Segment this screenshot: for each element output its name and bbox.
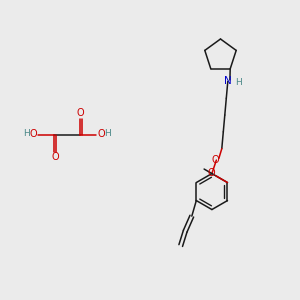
- Text: O: O: [208, 168, 215, 178]
- Text: O: O: [76, 108, 84, 118]
- Text: O: O: [97, 129, 105, 139]
- Text: O: O: [51, 152, 59, 162]
- Text: N: N: [224, 76, 232, 86]
- Text: H: H: [235, 78, 242, 87]
- Text: H: H: [24, 129, 30, 138]
- Text: O: O: [212, 155, 219, 165]
- Text: H: H: [104, 129, 110, 138]
- Text: O: O: [30, 129, 38, 139]
